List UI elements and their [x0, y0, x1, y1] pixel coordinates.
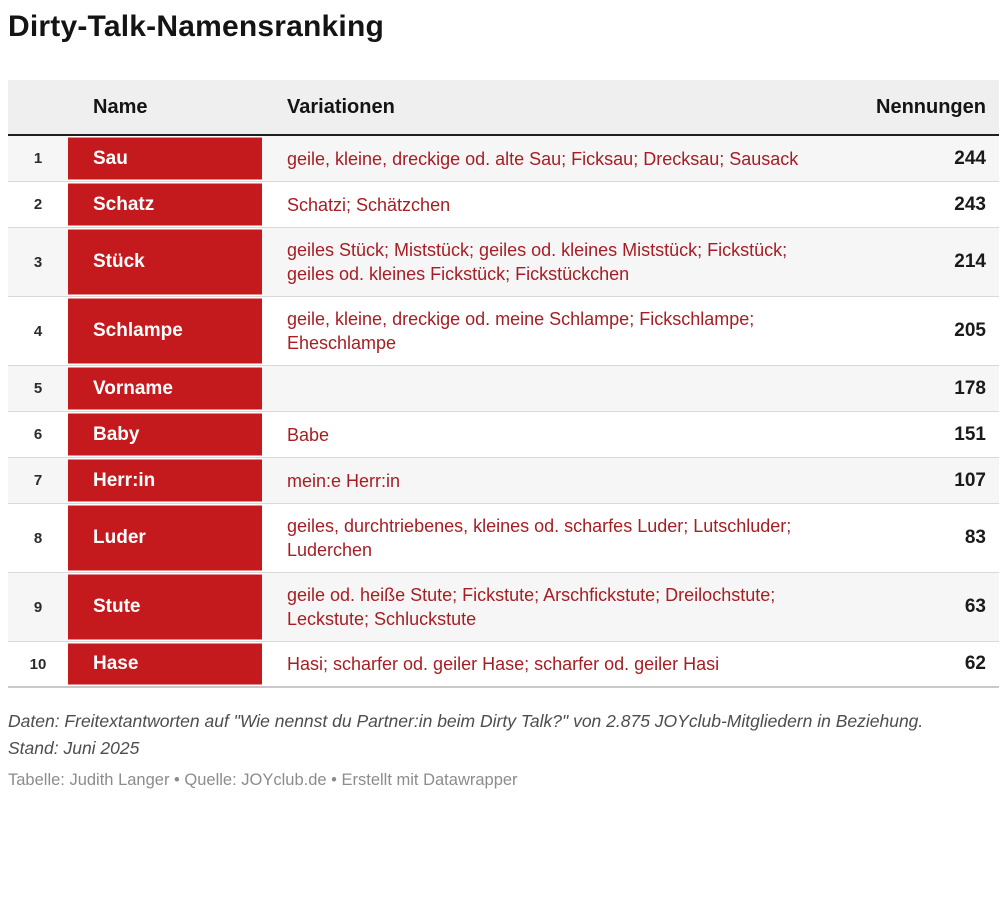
mentions-cell: 244 — [954, 147, 986, 169]
ranking-table: Name Variationen Nennungen 1 Sau geile, … — [8, 80, 999, 688]
table-row: 4 Schlampe geile, kleine, dreckige od. m… — [8, 297, 999, 366]
mentions-cell: 63 — [964, 596, 986, 617]
name-cell: Stute — [68, 573, 262, 641]
mentions-cell: 178 — [954, 377, 986, 399]
header-nennungen: Nennungen — [876, 95, 986, 118]
mentions-cell: 205 — [954, 320, 986, 341]
name-cell: Schatz — [68, 182, 262, 227]
name-cell: Schlampe — [68, 297, 262, 365]
rank-cell: 6 — [33, 426, 43, 443]
name-cell: Herr:in — [68, 458, 262, 503]
table-row: 5 Vorname 178 — [8, 366, 999, 412]
table-row: 7 Herr:in mein:e Herr:in 107 — [8, 458, 999, 504]
rank-cell: 4 — [33, 322, 43, 340]
variations-cell: Hasi; scharfer od. geiler Hase; scharfer… — [287, 654, 720, 674]
variations-cell: mein:e Herr:in — [287, 470, 401, 491]
table-row: 1 Sau geile, kleine, dreckige od. alte S… — [8, 136, 999, 182]
variations-cell: geile od. heiße Stute; Fickstute; Arschf… — [287, 585, 776, 629]
data-notes: Daten: Freitextantworten auf "Wie nennst… — [8, 711, 924, 758]
table-row: 6 Baby Babe 151 — [8, 412, 999, 458]
mentions-cell: 243 — [954, 193, 986, 215]
variations-cell: Schatzi; Schätzchen — [287, 194, 451, 215]
table-row: 8 Luder geiles, durchtriebenes, kleines … — [8, 504, 999, 573]
table-row: 3 Stück geiles Stück; Miststück; geiles … — [8, 228, 999, 297]
variations-cell: geile, kleine, dreckige od. alte Sau; Fi… — [287, 148, 799, 169]
variations-cell: Babe — [287, 424, 330, 445]
name-cell: Sau — [68, 136, 262, 181]
table-row: 10 Hase Hasi; scharfer od. geiler Hase; … — [8, 642, 999, 688]
mentions-cell: 107 — [954, 469, 986, 491]
name-cell: Stück — [68, 228, 262, 296]
rank-cell: 2 — [33, 196, 43, 213]
variations-cell: geiles, durchtriebenes, kleines od. scha… — [287, 516, 792, 560]
rank-cell: 10 — [29, 655, 47, 673]
rank-cell: 1 — [33, 150, 43, 167]
rank-cell: 7 — [33, 472, 43, 489]
page-title: Dirty-Talk-Namensranking — [8, 10, 385, 43]
variations-cell: geiles Stück; Miststück; geiles od. klei… — [287, 240, 788, 284]
name-cell: Vorname — [68, 366, 262, 411]
byline: Tabelle: Judith Langer • Quelle: JOYclub… — [8, 771, 518, 789]
table-row: 2 Schatz Schatzi; Schätzchen 243 — [8, 182, 999, 228]
variations-cell: geile, kleine, dreckige od. meine Schlam… — [287, 309, 755, 353]
rank-cell: 5 — [33, 380, 43, 397]
mentions-cell: 83 — [964, 527, 986, 548]
mentions-cell: 214 — [954, 251, 986, 272]
rank-cell: 3 — [33, 253, 43, 271]
rank-cell: 9 — [33, 598, 43, 616]
table-header-row: Name Variationen Nennungen — [8, 80, 999, 136]
name-cell: Luder — [68, 504, 262, 572]
rank-cell: 8 — [33, 529, 43, 547]
name-cell: Hase — [68, 642, 262, 686]
header-name: Name — [93, 95, 148, 118]
mentions-cell: 62 — [964, 653, 986, 674]
header-variationen: Variationen — [287, 95, 395, 118]
name-cell: Baby — [68, 412, 262, 457]
table-row: 9 Stute geile od. heiße Stute; Fickstute… — [8, 573, 999, 642]
mentions-cell: 151 — [954, 423, 986, 445]
variations-cell — [262, 366, 839, 411]
